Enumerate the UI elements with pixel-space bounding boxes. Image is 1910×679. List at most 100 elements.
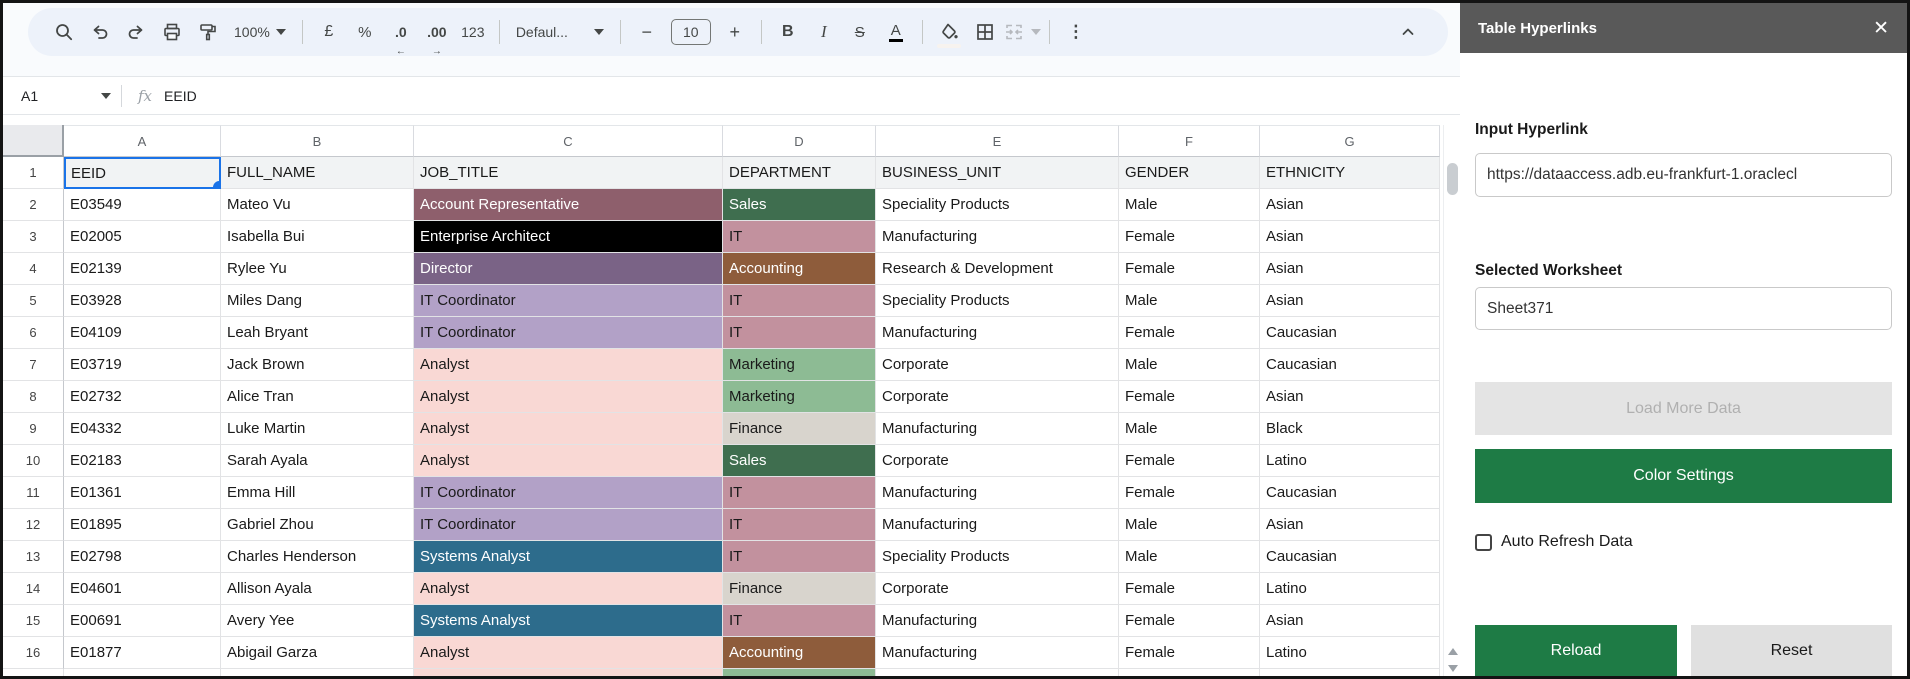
cell[interactable]: Caucasian — [1260, 317, 1440, 349]
cell[interactable]: DEPARTMENT — [723, 157, 876, 189]
cell[interactable]: Leah Bryant — [221, 317, 414, 349]
cell[interactable]: Emma Hill — [221, 477, 414, 509]
selected-cell-A1[interactable]: EEID — [64, 157, 221, 189]
fill-handle[interactable] — [213, 181, 219, 187]
font-size-input[interactable]: 10 — [670, 19, 711, 45]
cell[interactable]: Speciality Products — [876, 541, 1119, 573]
cell[interactable]: Asian — [1260, 605, 1440, 637]
cell[interactable]: Manufacturing — [876, 477, 1119, 509]
cell[interactable]: Asian — [1260, 221, 1440, 253]
cell[interactable]: Asian — [1260, 189, 1440, 221]
cell[interactable]: E03549 — [64, 189, 221, 221]
cell[interactable]: Speciality Products — [876, 189, 1119, 221]
cell[interactable]: Manufacturing — [876, 221, 1119, 253]
cell[interactable]: IT — [723, 317, 876, 349]
cell[interactable]: IT Coordinator — [414, 317, 723, 349]
cell[interactable]: Charles Henderson — [221, 541, 414, 573]
column-header-G[interactable]: G — [1260, 125, 1440, 157]
text-color-button[interactable]: A — [878, 14, 914, 50]
reload-button[interactable]: Reload — [1475, 625, 1677, 676]
cell[interactable]: E01877 — [64, 637, 221, 669]
increase-font-size-button[interactable]: + — [729, 21, 741, 42]
cell[interactable]: Female — [1119, 573, 1260, 605]
cell[interactable]: Account Representative — [414, 189, 723, 221]
cell[interactable]: Asian — [1260, 381, 1440, 413]
cell[interactable]: Asian — [1260, 285, 1440, 317]
borders-icon[interactable] — [967, 14, 1003, 50]
merge-cells-icon[interactable] — [1003, 14, 1041, 50]
cell[interactable]: IT — [723, 221, 876, 253]
cell[interactable]: Male — [1119, 413, 1260, 445]
cell[interactable]: Accounting — [723, 253, 876, 285]
fill-color-icon[interactable] — [931, 14, 967, 50]
cell[interactable]: E02139 — [64, 253, 221, 285]
row-header-2[interactable]: 2 — [3, 189, 64, 221]
row-header-6[interactable]: 6 — [3, 317, 64, 349]
cell[interactable]: IT Coordinator — [414, 509, 723, 541]
column-header-B[interactable]: B — [221, 125, 414, 157]
color-settings-button[interactable]: Color Settings — [1475, 449, 1892, 503]
collapse-toolbar-icon[interactable] — [1390, 14, 1426, 50]
cell[interactable]: Latino — [1260, 445, 1440, 477]
cell[interactable]: IT Coordinator — [414, 477, 723, 509]
row-header-10[interactable]: 10 — [3, 445, 64, 477]
cell[interactable]: Research & Development — [876, 253, 1119, 285]
cell[interactable]: Sales — [723, 189, 876, 221]
select-all-corner[interactable] — [3, 125, 64, 157]
cell[interactable]: Enterprise Architect — [414, 221, 723, 253]
cell[interactable]: Marketing — [723, 381, 876, 413]
cell[interactable]: GENDER — [1119, 157, 1260, 189]
row-header-16[interactable]: 16 — [3, 637, 64, 669]
cell[interactable]: E02005 — [64, 221, 221, 253]
cell[interactable]: Analyst — [414, 413, 723, 445]
cell[interactable]: Manufacturing — [876, 605, 1119, 637]
cell[interactable]: Corporate — [876, 381, 1119, 413]
cell[interactable]: Corporate — [876, 349, 1119, 381]
cell[interactable]: Sarah Ayala — [221, 445, 414, 477]
cell[interactable]: Gabriel Zhou — [221, 509, 414, 541]
cell[interactable]: Analyst — [414, 381, 723, 413]
cell[interactable]: E04109 — [64, 317, 221, 349]
cell[interactable]: Accounting — [723, 637, 876, 669]
cell[interactable]: Male — [1119, 285, 1260, 317]
row-header-5[interactable]: 5 — [3, 285, 64, 317]
cell[interactable]: E01895 — [64, 509, 221, 541]
close-icon[interactable]: ✕ — [1873, 17, 1889, 39]
undo-icon[interactable] — [82, 14, 118, 50]
cell[interactable]: Sales — [723, 445, 876, 477]
cell[interactable]: Allison Ayala — [221, 573, 414, 605]
cell[interactable]: Rylee Yu — [221, 253, 414, 285]
cell[interactable]: E04601 — [64, 573, 221, 605]
number-format-button[interactable]: 123 — [461, 24, 485, 40]
column-header-E[interactable]: E — [876, 125, 1119, 157]
cell[interactable]: BUSINESS_UNIT — [876, 157, 1119, 189]
cell[interactable]: Luke Martin — [221, 413, 414, 445]
cell[interactable]: Systems Analyst — [414, 605, 723, 637]
percent-format-button[interactable]: % — [358, 23, 372, 41]
scroll-up-icon[interactable] — [1447, 648, 1458, 655]
cell[interactable]: Corporate — [876, 445, 1119, 477]
column-header-C[interactable]: C — [414, 125, 723, 157]
cell[interactable]: Female — [1119, 477, 1260, 509]
cell[interactable]: E04332 — [64, 413, 221, 445]
cell[interactable]: Female — [1119, 253, 1260, 285]
cell[interactable]: ETHNICITY — [1260, 157, 1440, 189]
cell[interactable]: JOB_TITLE — [414, 157, 723, 189]
cell[interactable]: Manufacturing — [876, 509, 1119, 541]
more-options-icon[interactable]: ⋮ — [1067, 22, 1085, 41]
cell[interactable]: Isabella Bui — [221, 221, 414, 253]
name-box[interactable]: A1 — [3, 88, 121, 104]
row-header-11[interactable]: 11 — [3, 477, 64, 509]
font-family-select[interactable]: Defaul... — [508, 14, 612, 50]
cell[interactable]: Female — [1119, 317, 1260, 349]
cell[interactable]: FULL_NAME — [221, 157, 414, 189]
paint-format-icon[interactable] — [190, 14, 226, 50]
cell[interactable]: Male — [1119, 541, 1260, 573]
row-header-15[interactable]: 15 — [3, 605, 64, 637]
increase-decimal-button[interactable]: .00 → — [427, 24, 447, 57]
cell[interactable]: Male — [1119, 189, 1260, 221]
cell[interactable]: E02183 — [64, 445, 221, 477]
row-header-9[interactable]: 9 — [3, 413, 64, 445]
scrollbar-thumb[interactable] — [1447, 163, 1458, 195]
cell[interactable]: Female — [1119, 381, 1260, 413]
